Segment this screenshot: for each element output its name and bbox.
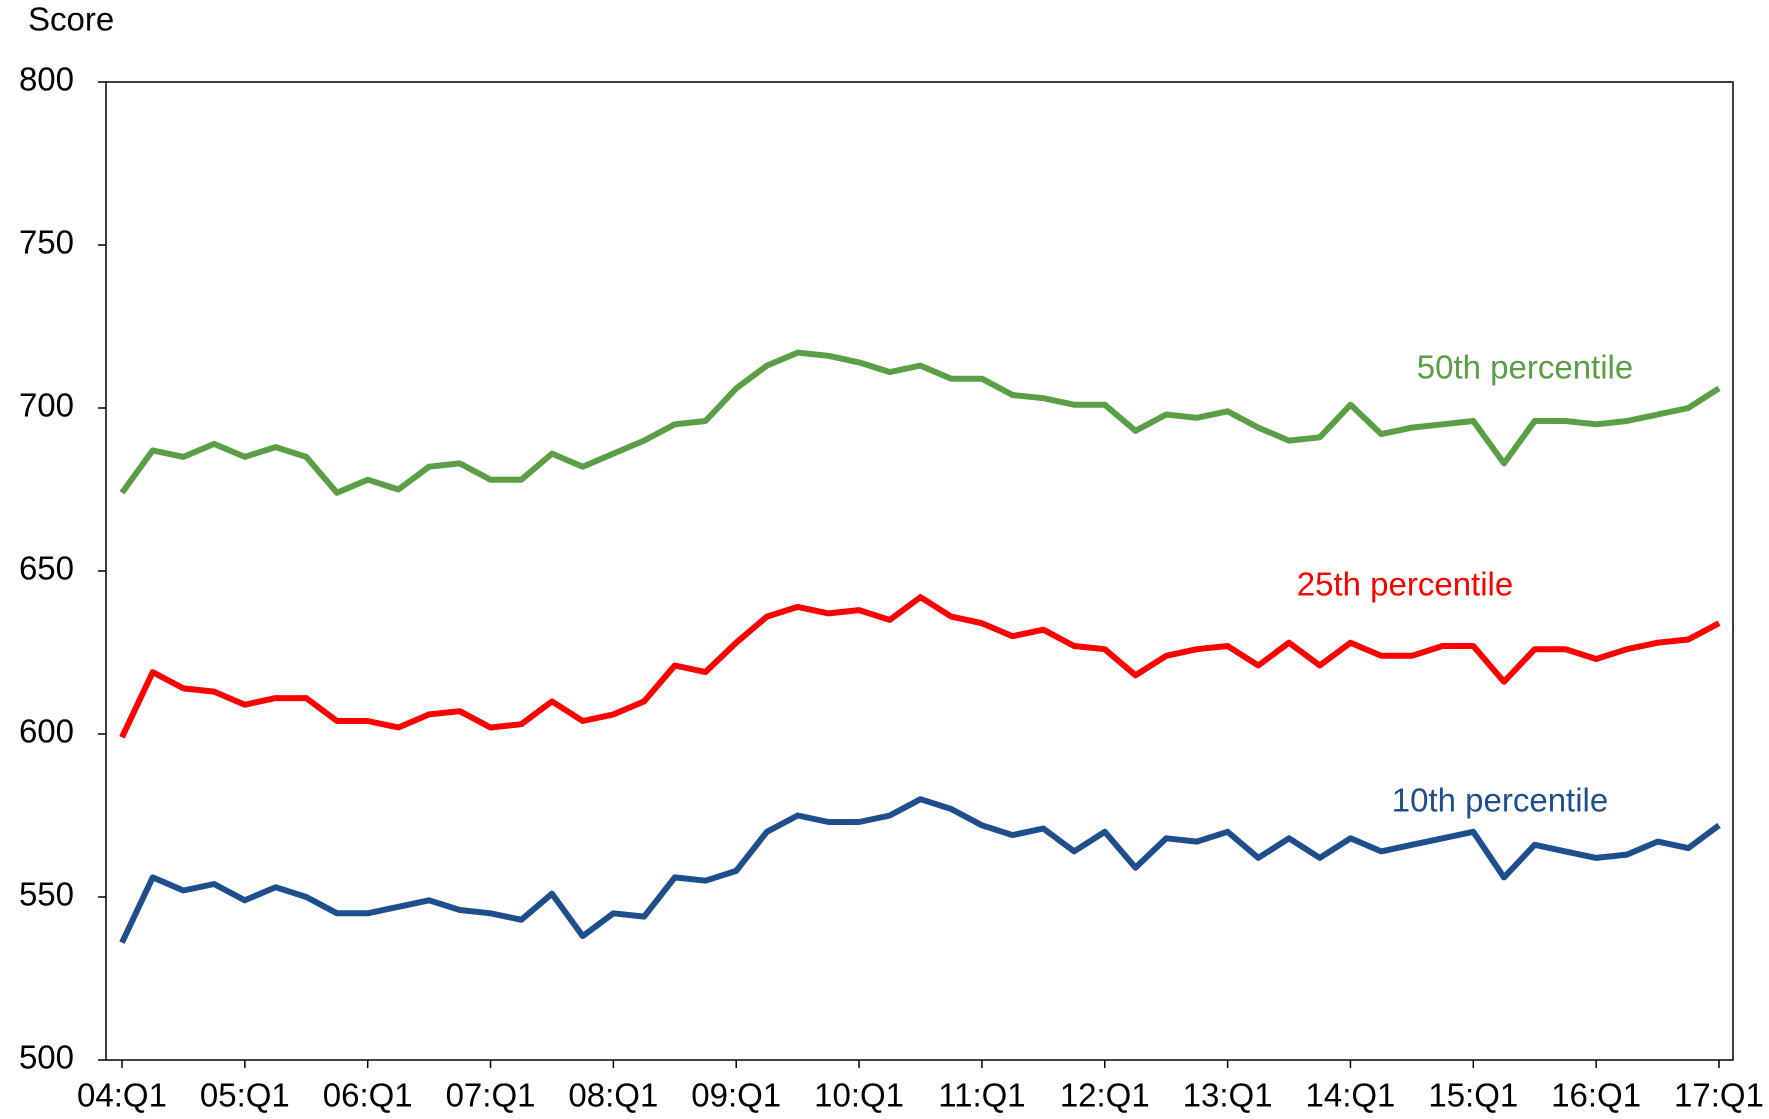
y-tick-label: 700 bbox=[19, 387, 74, 424]
x-tick-label: 13:Q1 bbox=[1183, 1077, 1273, 1114]
y-tick-label: 500 bbox=[19, 1039, 74, 1076]
y-tick-label: 800 bbox=[19, 61, 74, 98]
y-tick-label: 550 bbox=[19, 876, 74, 913]
x-tick-label: 12:Q1 bbox=[1060, 1077, 1150, 1114]
y-tick-label: 750 bbox=[19, 224, 74, 261]
x-tick-label: 14:Q1 bbox=[1306, 1077, 1396, 1114]
y-axis-label: Score bbox=[28, 1, 114, 38]
series-line bbox=[119, 349, 1721, 496]
x-tick-label: 10:Q1 bbox=[814, 1077, 904, 1114]
series-label: 50th percentile bbox=[1417, 349, 1633, 386]
series-label: 25th percentile bbox=[1297, 566, 1513, 603]
series-line bbox=[119, 594, 1721, 739]
x-tick-label: 06:Q1 bbox=[323, 1077, 413, 1114]
x-tick-label: 11:Q1 bbox=[938, 1077, 1025, 1114]
series-label: 10th percentile bbox=[1392, 782, 1608, 819]
series-line bbox=[119, 796, 1721, 944]
x-tick-label: 15:Q1 bbox=[1428, 1077, 1518, 1114]
x-tick-label: 09:Q1 bbox=[691, 1077, 781, 1114]
y-tick-label: 650 bbox=[19, 550, 74, 587]
x-tick-label: 16:Q1 bbox=[1551, 1077, 1641, 1114]
y-tick-label: 600 bbox=[19, 713, 74, 750]
x-tick-label: 04:Q1 bbox=[77, 1077, 167, 1114]
x-tick-label: 08:Q1 bbox=[568, 1077, 658, 1114]
x-tick-label: 07:Q1 bbox=[446, 1077, 536, 1114]
x-tick-label: 17:Q1 bbox=[1674, 1077, 1764, 1114]
x-tick-label: 05:Q1 bbox=[200, 1077, 290, 1114]
